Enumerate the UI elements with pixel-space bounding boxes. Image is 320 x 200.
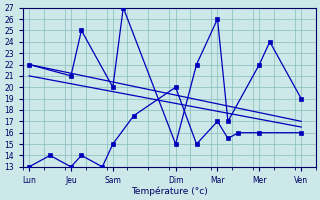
X-axis label: Température (°c): Température (°c) bbox=[131, 186, 208, 196]
